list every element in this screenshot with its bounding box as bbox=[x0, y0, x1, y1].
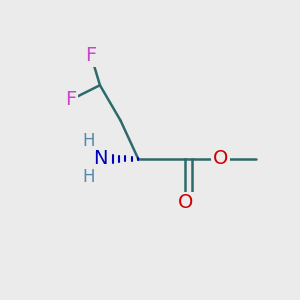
Text: O: O bbox=[213, 149, 228, 168]
Text: O: O bbox=[178, 194, 193, 212]
Text: F: F bbox=[65, 90, 76, 110]
Text: F: F bbox=[85, 46, 97, 65]
Text: H: H bbox=[82, 167, 94, 185]
Text: N: N bbox=[93, 149, 107, 168]
Text: H: H bbox=[82, 132, 94, 150]
